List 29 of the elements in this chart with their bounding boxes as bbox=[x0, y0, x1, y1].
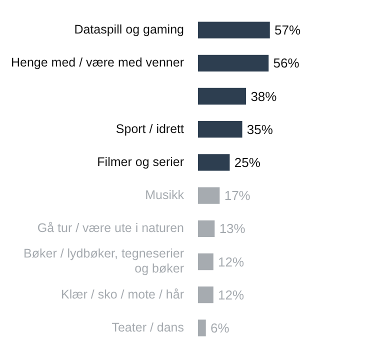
y-tick-label: Klær / sko / mote / hår bbox=[61, 287, 184, 302]
data-label: 6% bbox=[210, 320, 230, 336]
bar bbox=[198, 121, 242, 138]
y-tick-label: Bøker / lydbøker, tegneserier og bøker bbox=[24, 246, 184, 276]
y-tick-label: Filmer og serier bbox=[97, 154, 184, 169]
bar bbox=[198, 88, 246, 105]
data-label: 17% bbox=[224, 188, 251, 204]
y-tick-label: Musikk bbox=[145, 188, 185, 202]
y-tick-label: Dataspill og gaming bbox=[74, 22, 184, 37]
data-label: 25% bbox=[234, 155, 261, 170]
y-tick-label: Sport / idrett bbox=[116, 122, 185, 136]
bar bbox=[198, 320, 206, 336]
data-label: 13% bbox=[219, 221, 246, 236]
data-label: 57% bbox=[274, 22, 301, 38]
y-tick-label: Gå tur / være ute i naturen bbox=[37, 221, 184, 236]
data-label: 38% bbox=[250, 88, 278, 104]
y-tick-label: Henge med / være med venner bbox=[10, 56, 184, 70]
bar bbox=[198, 253, 214, 270]
bar bbox=[198, 220, 215, 237]
bar bbox=[198, 22, 270, 38]
bar bbox=[198, 54, 269, 72]
data-label: 12% bbox=[218, 254, 245, 270]
data-label: 35% bbox=[246, 122, 274, 137]
data-label: 56% bbox=[273, 56, 300, 71]
bar bbox=[198, 187, 220, 204]
y-tick-label: Teater / dans bbox=[112, 320, 184, 334]
bar bbox=[198, 154, 230, 171]
data-label: 12% bbox=[218, 287, 245, 302]
bar bbox=[198, 286, 214, 304]
